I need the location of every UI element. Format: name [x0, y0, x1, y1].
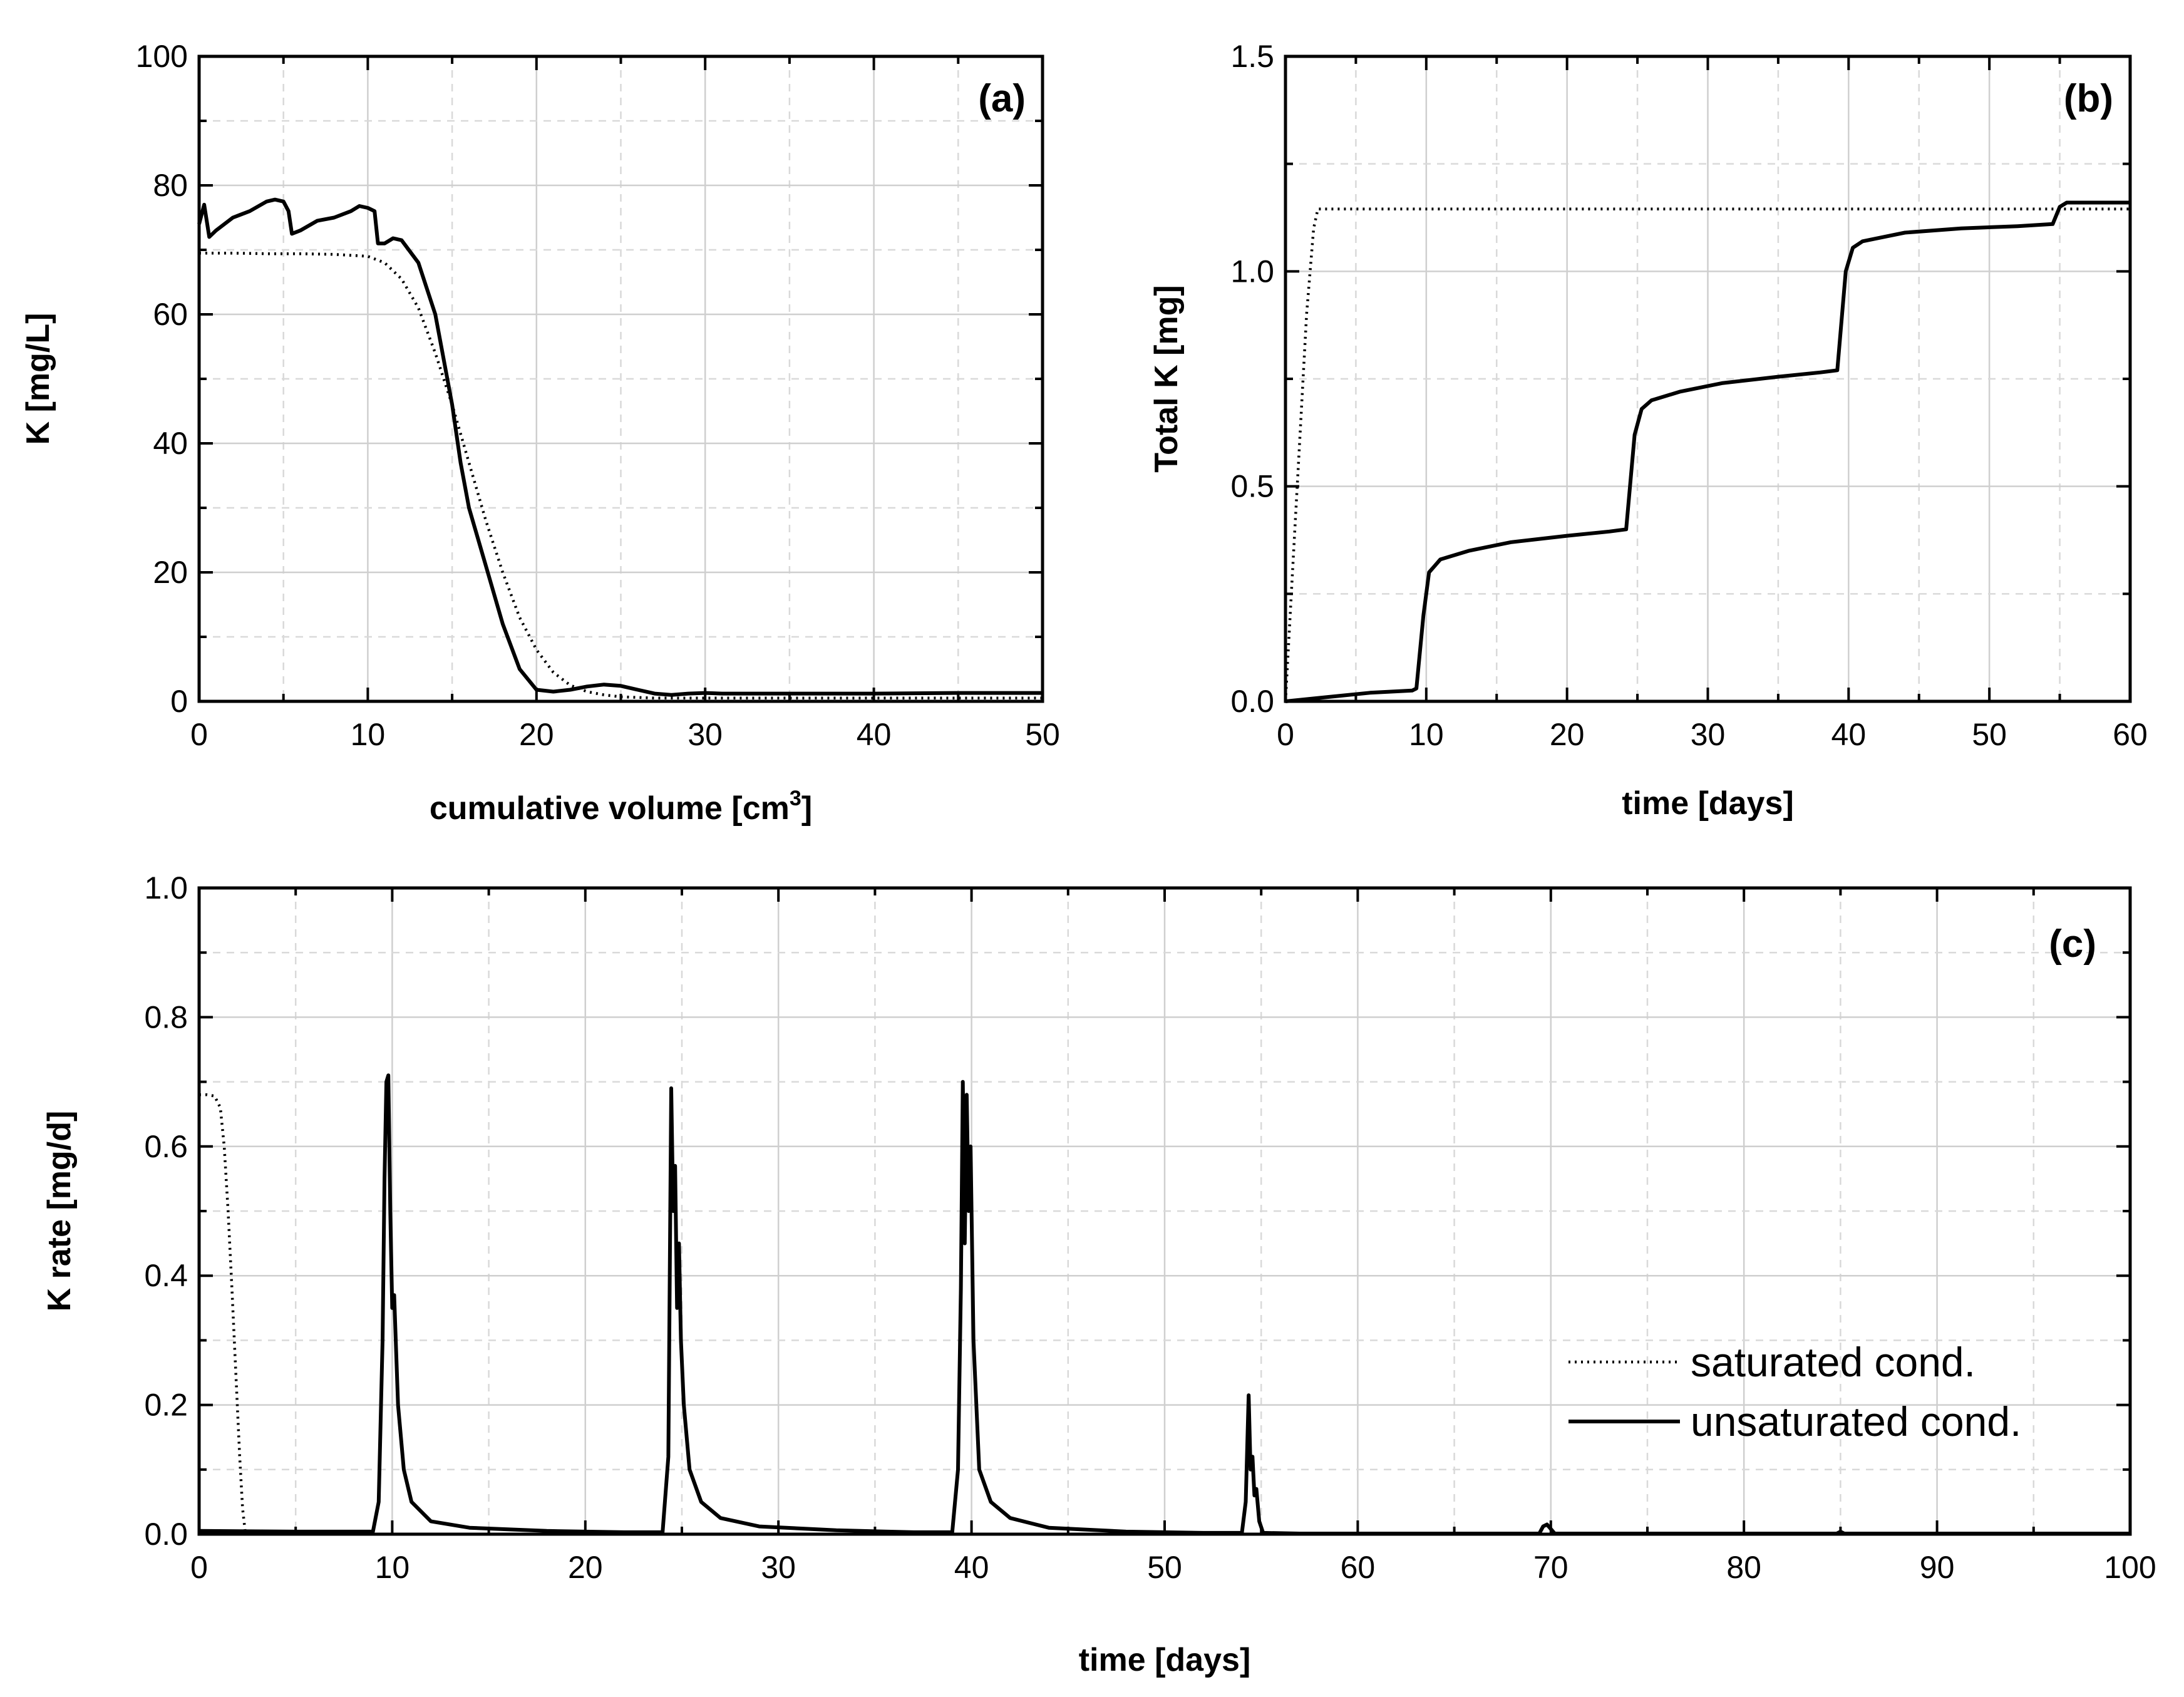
series-line-unsaturated	[197, 197, 1043, 697]
y-tick-label: 0.0	[1230, 684, 1274, 719]
y-tick-label: 0.6	[144, 1129, 188, 1164]
series-line-saturated	[199, 251, 1043, 700]
x-axis-title-suffix: ]	[801, 790, 812, 827]
x-tick-label: 50	[1972, 717, 2007, 752]
x-tick-label: 40	[857, 717, 892, 752]
x-axis-title-superscript: 3	[790, 787, 801, 810]
y-axis-title: Total K [mg]	[1148, 285, 1185, 472]
x-axis-title-text: time [days]	[1079, 1642, 1251, 1678]
x-tick-label: 90	[1920, 1550, 1955, 1585]
x-tick-label: 100	[2104, 1550, 2156, 1585]
x-tick-label: 10	[375, 1550, 410, 1585]
x-tick-label: 30	[1691, 717, 1726, 752]
legend: saturated cond. unsaturated cond.	[1568, 1339, 2021, 1445]
series-line-unsaturated	[1285, 200, 2130, 703]
gridlines	[199, 56, 1043, 701]
x-tick-label: 10	[351, 717, 386, 752]
x-axis-title-text: time [days]	[1622, 785, 1794, 822]
x-tick-label: 20	[519, 717, 554, 752]
gridlines	[1285, 56, 2130, 701]
panel-label: (b)	[2064, 77, 2113, 120]
y-tick-label: 20	[153, 555, 188, 590]
x-tick-label: 70	[1533, 1550, 1568, 1585]
y-tick-label: 100	[136, 39, 188, 74]
x-tick-label: 20	[568, 1550, 603, 1585]
y-axis-title: K [mg/L]	[20, 313, 56, 445]
y-tick-label: 0.2	[144, 1388, 188, 1423]
x-tick-label: 40	[954, 1550, 989, 1585]
y-tick-label: 0	[170, 684, 188, 719]
y-tick-label: 0.4	[144, 1258, 188, 1293]
series-line-saturated	[1284, 207, 2130, 702]
x-tick-label: 50	[1147, 1550, 1182, 1585]
x-tick-label: 20	[1550, 717, 1585, 752]
y-tick-label: 0.8	[144, 999, 188, 1034]
y-tick-label: 60	[153, 297, 188, 332]
panel-label: (a)	[978, 77, 1026, 120]
x-tick-label: 30	[688, 717, 723, 752]
x-tick-label: 0	[190, 1550, 208, 1585]
series-line-unsaturated	[198, 1073, 2130, 1535]
y-tick-label: 1.5	[1230, 39, 1274, 74]
panel-c-chart: 0 10 20 30 40 50 60 70 80 90 100 0.0 0.2 0.4 0.6 0.8 1.0…	[41, 870, 2156, 1678]
y-tick-label: 1.0	[1230, 254, 1274, 289]
x-axis-title: time [days]	[1622, 785, 1794, 822]
x-tick-label: 60	[2113, 717, 2148, 752]
x-tick-label: 60	[1341, 1550, 1376, 1585]
x-axis-title-text: cumulative volume [cm	[430, 790, 790, 827]
x-tick-label: 80	[1726, 1550, 1761, 1585]
legend-label: saturated cond.	[1691, 1339, 1975, 1385]
x-tick-label: 0	[1277, 717, 1294, 752]
y-tick-label: 1.0	[144, 870, 188, 905]
y-tick-label: 0.0	[144, 1517, 188, 1552]
panel-b-chart: 0 10 20 30 40 50 60 0.0 0.5 1.0 1.5 time [days] Tota…	[1148, 39, 2148, 822]
x-axis-title: cumulative volume [cm3]	[430, 787, 812, 827]
x-tick-label: 10	[1409, 717, 1444, 752]
x-tick-label: 50	[1025, 717, 1060, 752]
x-tick-label: 40	[1831, 717, 1867, 752]
x-axis-title: time [days]	[1079, 1642, 1251, 1678]
y-tick-label: 0.5	[1230, 469, 1274, 504]
legend-label: unsaturated cond.	[1691, 1398, 2021, 1445]
y-axis-title: K rate [mg/d]	[41, 1111, 78, 1312]
panel-label: (c)	[2049, 922, 2096, 966]
x-tick-label: 30	[761, 1550, 796, 1585]
y-tick-label: 80	[153, 168, 188, 203]
y-tick-label: 40	[153, 426, 188, 461]
x-tick-label: 0	[190, 717, 208, 752]
panel-a-chart: 0 10 20 30 40 50 0 20 40 60 80 100 cumulative volume…	[20, 39, 1060, 827]
